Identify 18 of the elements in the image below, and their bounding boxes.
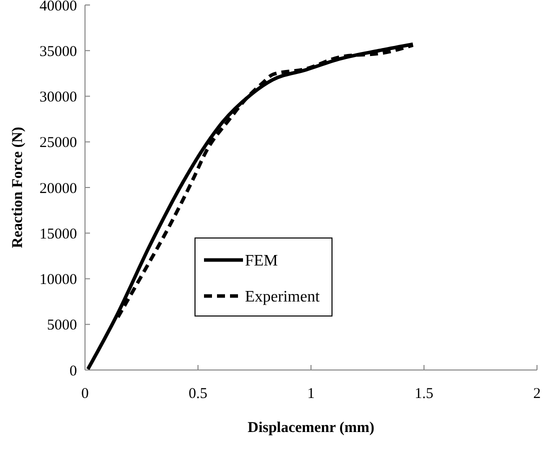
y-tick-label: 25000 <box>40 135 77 152</box>
x-tick-label: 2 <box>533 386 541 402</box>
legend-label: Experiment <box>245 288 320 306</box>
x-axis-title: Displacemenr (mm) <box>248 420 374 436</box>
legend-label: FEM <box>245 252 278 270</box>
y-tick-label: 0 <box>70 363 77 380</box>
y-tick-label: 15000 <box>40 226 77 242</box>
y-tick-label: 40000 <box>40 0 77 14</box>
y-axis-title: Reaction Force (N) <box>10 126 26 248</box>
y-tick-label: 35000 <box>40 44 77 60</box>
y-tick-label: 10000 <box>40 272 77 288</box>
y-tick-label: 30000 <box>40 90 77 106</box>
x-tick-label: 1 <box>307 386 315 402</box>
x-tick-label: 0.5 <box>188 386 208 402</box>
x-tick-label: 0 <box>81 386 89 402</box>
y-tick-label: 20000 <box>40 180 77 197</box>
x-tick-label: 1.5 <box>414 386 434 402</box>
y-tick-label: 5000 <box>47 318 77 334</box>
